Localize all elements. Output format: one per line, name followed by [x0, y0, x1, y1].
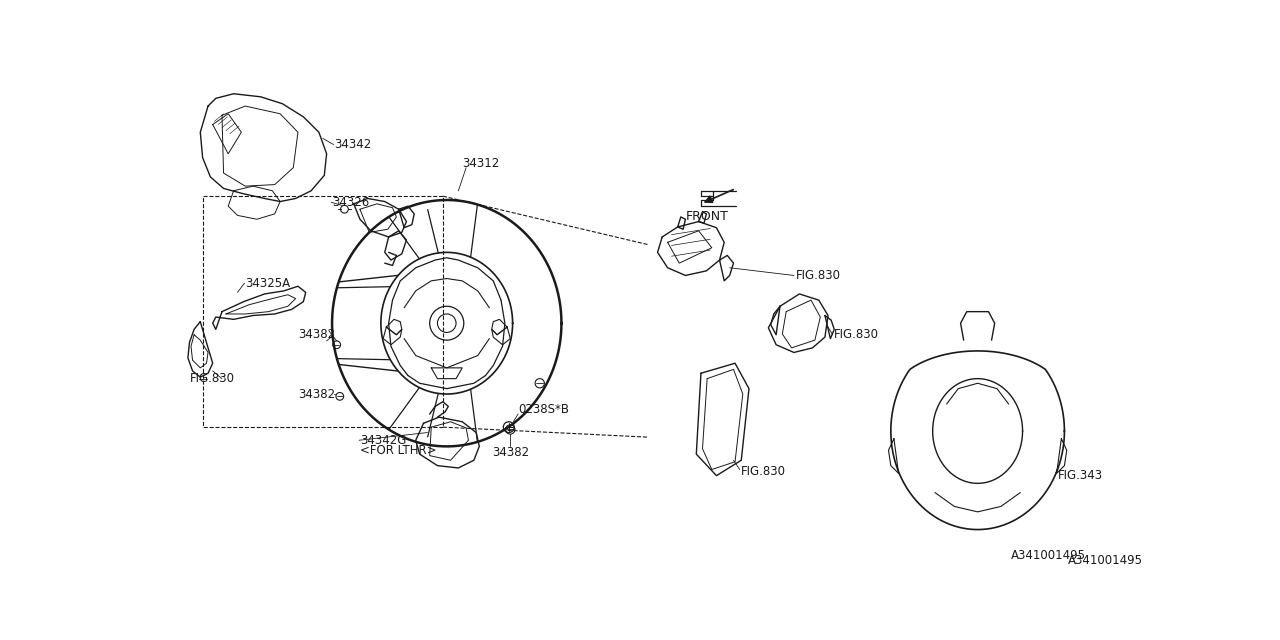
Text: A341001495: A341001495 [1068, 554, 1143, 567]
Text: FIG.830: FIG.830 [741, 465, 786, 478]
Text: 34326: 34326 [332, 196, 370, 209]
Text: 34312: 34312 [462, 157, 499, 170]
Text: 34382: 34382 [492, 446, 529, 459]
Text: 34342G: 34342G [360, 434, 406, 447]
Text: 34382: 34382 [298, 328, 335, 341]
Text: A341001495: A341001495 [1011, 549, 1087, 563]
Text: 34382: 34382 [298, 388, 335, 401]
Text: 34325A: 34325A [246, 276, 291, 290]
Text: FIG.830: FIG.830 [835, 328, 879, 341]
Text: 0238S*B: 0238S*B [518, 403, 570, 416]
Text: FRONT: FRONT [686, 211, 728, 223]
Text: 34342: 34342 [334, 138, 371, 151]
Text: FIG.830: FIG.830 [795, 269, 841, 282]
Text: <FOR LTHR>: <FOR LTHR> [360, 444, 436, 457]
Text: FIG.343: FIG.343 [1057, 469, 1102, 482]
Text: FIG.830: FIG.830 [189, 372, 234, 385]
